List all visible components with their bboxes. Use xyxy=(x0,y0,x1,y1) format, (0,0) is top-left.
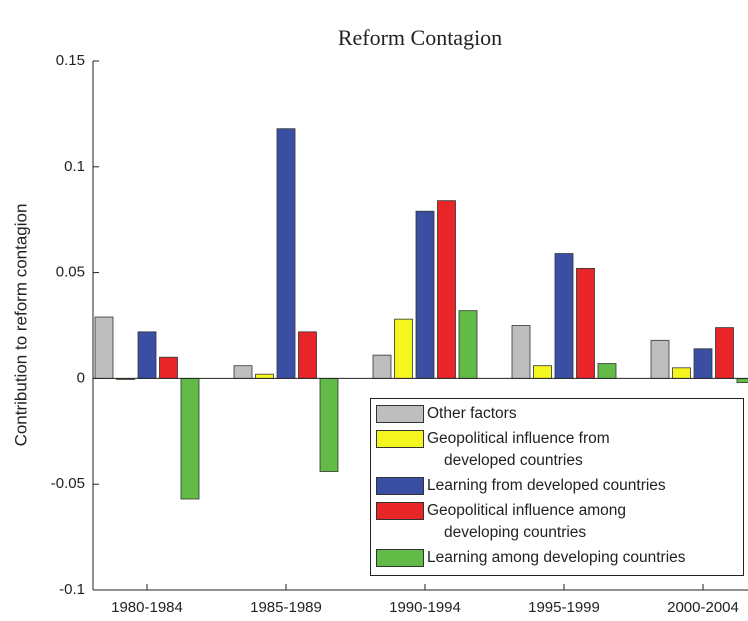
bar xyxy=(650,339,670,379)
legend-item: Learning from developed countries xyxy=(376,475,739,497)
bar xyxy=(672,367,691,379)
bar xyxy=(394,318,413,379)
legend-label: Geopolitical influence from developed co… xyxy=(427,430,610,469)
bar xyxy=(255,373,274,379)
x-tick-label: 2000-2004 xyxy=(667,599,739,616)
legend-item: Geopolitical influence among developing … xyxy=(376,500,739,544)
legend-label: Geopolitical influence among developing … xyxy=(427,502,627,541)
legend-swatch xyxy=(376,502,424,520)
bar xyxy=(137,331,157,379)
legend-item: Other factors xyxy=(376,403,739,425)
y-axis-label: Contribution to reform contagion xyxy=(11,204,30,447)
legend-label: Learning from developed countries xyxy=(427,477,666,494)
bar xyxy=(233,365,253,379)
x-tick-label: 1980-1984 xyxy=(111,599,183,616)
bar xyxy=(597,363,617,379)
x-tick-label: 1995-1999 xyxy=(528,599,600,616)
bar xyxy=(180,377,200,500)
legend-item: Geopolitical influence from developed co… xyxy=(376,428,739,472)
legend-swatch xyxy=(376,430,424,448)
y-tick-label: 0.05 xyxy=(56,264,85,281)
bar xyxy=(576,267,595,379)
y-tick-label: 0 xyxy=(77,369,85,386)
bar xyxy=(276,128,296,379)
bar xyxy=(298,331,317,379)
bar xyxy=(736,377,748,384)
bar xyxy=(437,200,456,379)
x-tick-label: 1990-1994 xyxy=(389,599,461,616)
legend-label: Other factors xyxy=(427,405,517,422)
legend-item: Learning among developing countries xyxy=(376,547,739,569)
bar xyxy=(533,365,552,379)
x-tick-label: 1985-1989 xyxy=(250,599,322,616)
bar xyxy=(693,348,713,379)
legend-label: Learning among developing countries xyxy=(427,549,686,566)
bar xyxy=(319,377,339,472)
legend-swatch xyxy=(376,405,424,423)
bar xyxy=(159,356,178,379)
y-tick-label: -0.1 xyxy=(59,581,85,598)
y-tick-label: 0.15 xyxy=(56,52,85,69)
bar xyxy=(715,327,734,379)
legend-swatch xyxy=(376,477,424,495)
y-tick-label: 0.1 xyxy=(64,158,85,175)
bar xyxy=(554,253,574,379)
bar xyxy=(458,310,478,379)
y-tick-label: -0.05 xyxy=(51,475,85,492)
bar xyxy=(415,210,435,379)
bar xyxy=(511,325,531,379)
bar xyxy=(372,354,392,379)
legend: Other factors Geopolitical influence from… xyxy=(370,398,744,576)
legend-swatch xyxy=(376,549,424,567)
bar xyxy=(94,316,114,379)
chart-title: Reform Contagion xyxy=(338,25,502,50)
